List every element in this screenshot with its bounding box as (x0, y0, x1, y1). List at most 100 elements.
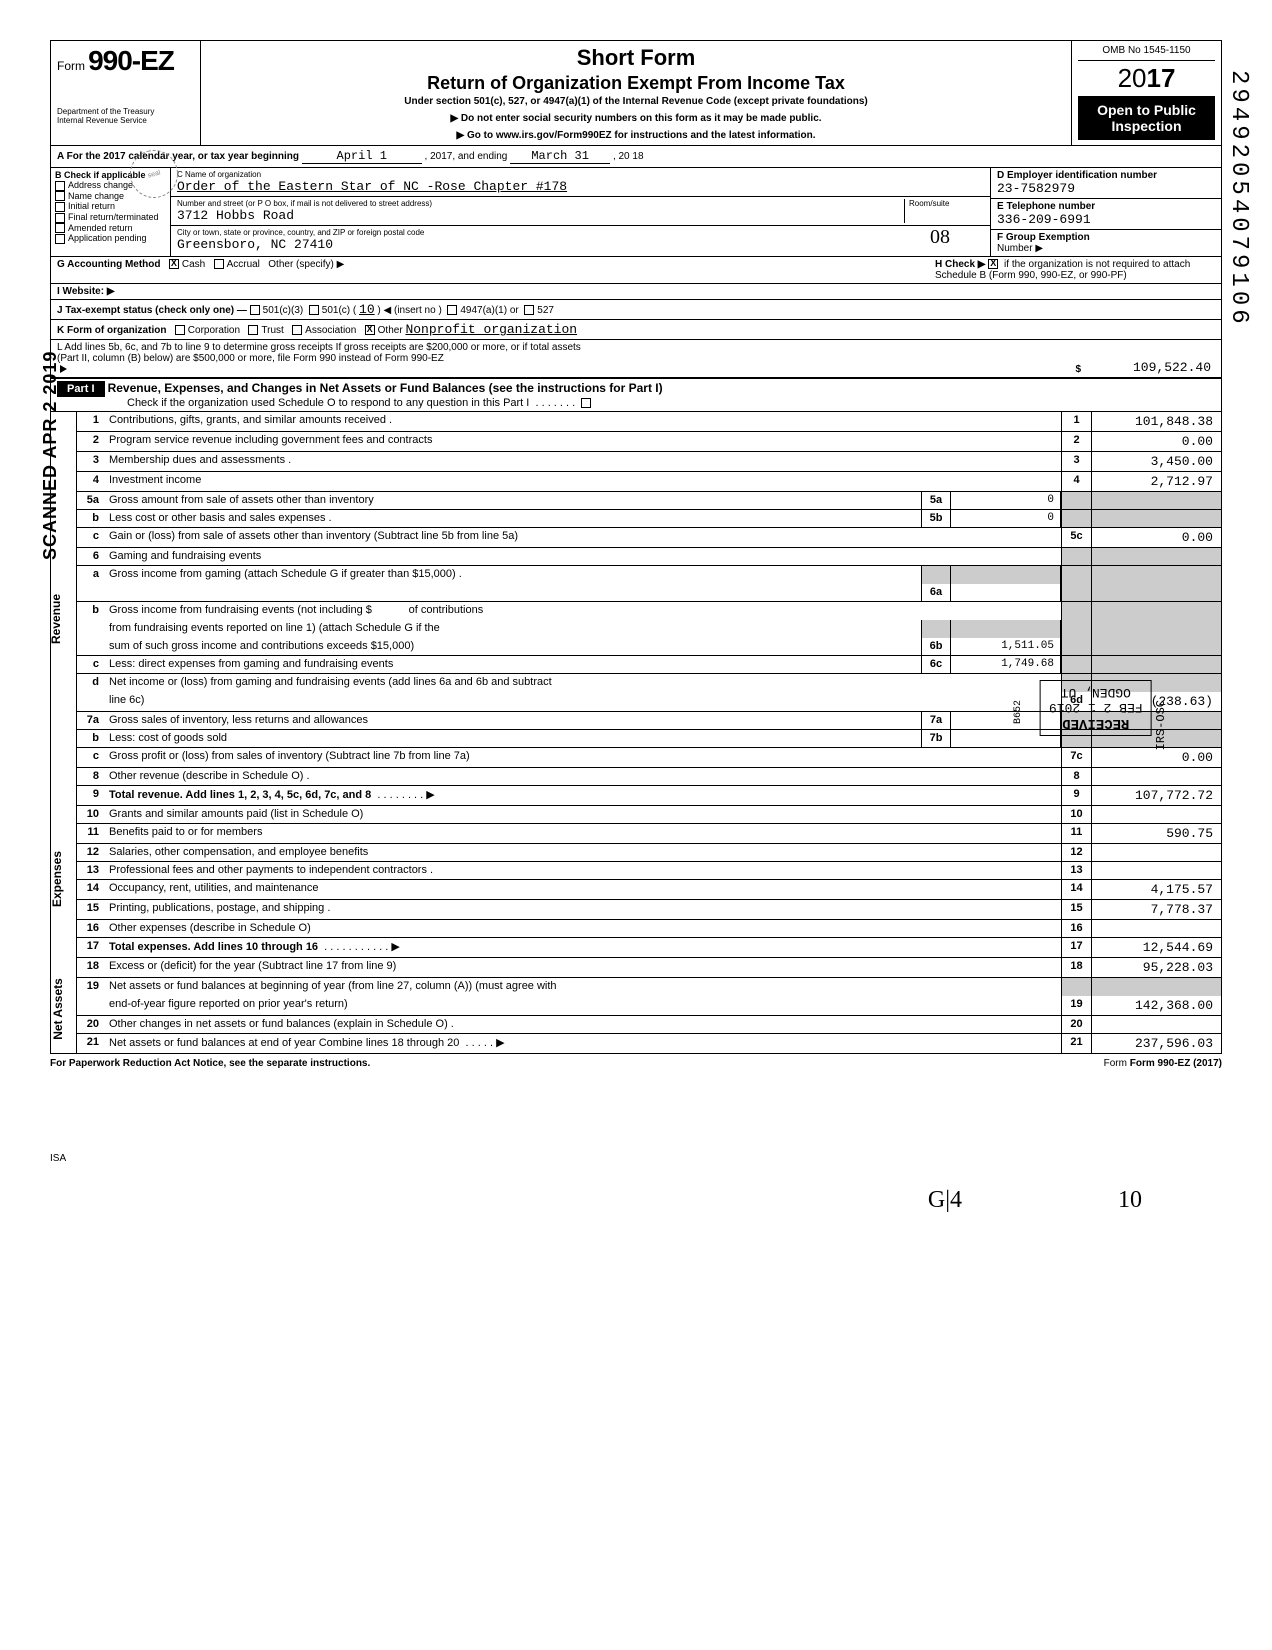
goto-line: ▶ Go to www.irs.gov/Form990EZ for instru… (207, 130, 1065, 141)
chk-schedule-o[interactable] (581, 398, 591, 408)
line-a-label: A For the 2017 calendar year, or tax yea… (57, 151, 299, 162)
f-label2: Number ▶ (997, 243, 1043, 254)
b-item-1: Name change (68, 191, 124, 201)
j-a1: 4947(a)(1) or (460, 305, 518, 316)
chk-4947[interactable] (447, 305, 457, 315)
form-prefix: Form (57, 59, 85, 73)
line-6b-2: from fundraising events reported on line… (77, 620, 1221, 638)
line-5c: cGain or (loss) from sale of assets othe… (77, 528, 1221, 548)
city-label: City or town, state or province, country… (177, 228, 984, 237)
l-line2: (Part II, column (B) below) are $500,000… (57, 353, 1215, 364)
line-9: 9Total revenue. Add lines 1, 2, 3, 4, 5c… (77, 786, 1221, 806)
chk-corp[interactable] (175, 325, 185, 335)
row-j: J Tax-exempt status (check only one) — 5… (50, 300, 1222, 320)
k-other: Other (378, 325, 403, 336)
year-bold: 17 (1147, 63, 1176, 93)
k-assoc: Association (305, 325, 356, 336)
line-6: 6Gaming and fundraising events (77, 548, 1221, 566)
chk-cash[interactable] (169, 259, 179, 269)
chk-initial-return[interactable] (55, 202, 65, 212)
open-to-public: Open to Public Inspection (1078, 96, 1215, 140)
dollar-sign: $ (1075, 364, 1081, 375)
j-527: 527 (537, 305, 554, 316)
part-i-title: Revenue, Expenses, and Changes in Net As… (108, 381, 663, 395)
line-a-mid: , 2017, and ending (425, 151, 508, 162)
header-right: OMB No 1545-1150 2017 Open to Public Ins… (1072, 41, 1222, 146)
section-bcd: B Check if applicable Address change Nam… (50, 168, 1222, 257)
vtab-netassets: Net Assets (51, 978, 65, 1040)
year-prefix: 20 (1118, 63, 1147, 93)
line-3: 3Membership dues and assessments . 33,45… (77, 452, 1221, 472)
vtab-expenses: Expenses (50, 851, 64, 907)
line-6a-2: 6a (77, 584, 1221, 602)
g-other: Other (specify) ▶ (268, 259, 344, 270)
room-label: Room/suite (909, 199, 984, 208)
line-4: 4Investment income 42,712.97 (77, 472, 1221, 492)
line-16: 16Other expenses (describe in Schedule O… (77, 920, 1221, 938)
b-item-2: Initial return (68, 201, 115, 211)
chk-other-org[interactable] (365, 325, 375, 335)
phone: 336-209-6991 (997, 212, 1215, 227)
line-6a-1: aGross income from gaming (attach Schedu… (77, 566, 1221, 584)
l-line1: L Add lines 5b, 6c, and 7b to line 9 to … (57, 342, 1215, 353)
col-c: C Name of organization Order of the East… (171, 168, 991, 256)
row-l: L Add lines 5b, 6c, and 7b to line 9 to … (50, 340, 1222, 378)
chk-app-pending[interactable] (55, 234, 65, 244)
chk-name-change[interactable] (55, 191, 65, 201)
k-label: K Form of organization (57, 325, 166, 336)
form-number: 990-EZ (88, 45, 174, 76)
arrow-icon (60, 365, 67, 373)
chk-501c[interactable] (309, 305, 319, 315)
title-sub: Under section 501(c), 527, or 4947(a)(1)… (207, 96, 1065, 107)
line-13: 13Professional fees and other payments t… (77, 862, 1221, 880)
line-a: A For the 2017 calendar year, or tax yea… (50, 146, 1222, 168)
header-mid: Short Form Return of Organization Exempt… (201, 41, 1072, 146)
line-14: 14Occupancy, rent, utilities, and mainte… (77, 880, 1221, 900)
line-6b-1: bGross income from fundraising events (n… (77, 602, 1221, 620)
header-left: Form 990-EZ seal Department of the Treas… (51, 41, 201, 146)
e-label: E Telephone number (997, 201, 1095, 212)
chk-amended[interactable] (55, 223, 65, 233)
part-i-tag: Part I (57, 381, 105, 397)
b-item-5: Application pending (68, 233, 147, 243)
col-d: D Employer identification number 23-7582… (991, 168, 1221, 256)
chk-final-return[interactable] (55, 213, 65, 223)
g-cash: Cash (182, 259, 205, 270)
i-label: I Website: ▶ (57, 286, 115, 297)
footer: For Paperwork Reduction Act Notice, see … (50, 1054, 1222, 1073)
f-label: F Group Exemption (997, 232, 1090, 243)
stamp-side-right: B652 (1013, 700, 1024, 724)
chk-501c3[interactable] (250, 305, 260, 315)
line-1: 1Contributions, gifts, grants, and simil… (77, 412, 1221, 432)
chk-trust[interactable] (248, 325, 258, 335)
part-i-header: Part I Revenue, Expenses, and Changes in… (50, 378, 1222, 412)
chk-accrual[interactable] (214, 259, 224, 269)
line-10: 10Grants and similar amounts paid (list … (77, 806, 1221, 824)
stamp-location: OGDEN, UT (1049, 685, 1143, 700)
chk-schedule-b[interactable] (988, 259, 998, 269)
footer-right: Form 990-EZ (2017) (1130, 1058, 1222, 1069)
title-return: Return of Organization Exempt From Incom… (207, 73, 1065, 94)
line-7c: cGross profit or (loss) from sales of in… (77, 748, 1221, 768)
handwritten-sig: G|4 (928, 1187, 962, 1214)
chk-assoc[interactable] (292, 325, 302, 335)
omb-number: OMB No 1545-1150 (1078, 45, 1215, 61)
handwritten-num: 10 (1118, 1187, 1142, 1214)
chk-address-change[interactable] (55, 181, 65, 191)
open-line1: Open to Public (1082, 102, 1211, 118)
title-short-form: Short Form (207, 45, 1065, 71)
line-20: 20Other changes in net assets or fund ba… (77, 1016, 1221, 1034)
org-address: 3712 Hobbs Road (177, 208, 904, 223)
chk-527[interactable] (524, 305, 534, 315)
line-15: 15Printing, publications, postage, and s… (77, 900, 1221, 920)
footer-left: For Paperwork Reduction Act Notice, see … (50, 1058, 370, 1069)
j-copen: 501(c) ( (322, 305, 356, 316)
row-k: K Form of organization Corporation Trust… (50, 320, 1222, 340)
stamp-received: RECEIVED (1049, 715, 1143, 731)
stamp-side-left: IRS-OSC (1154, 700, 1168, 750)
line-2: 2Program service revenue including gover… (77, 432, 1221, 452)
line-19b: end-of-year figure reported on prior yea… (77, 996, 1221, 1016)
open-line2: Inspection (1082, 118, 1211, 134)
k-trust: Trust (261, 325, 283, 336)
g-accrual: Accrual (227, 259, 260, 270)
